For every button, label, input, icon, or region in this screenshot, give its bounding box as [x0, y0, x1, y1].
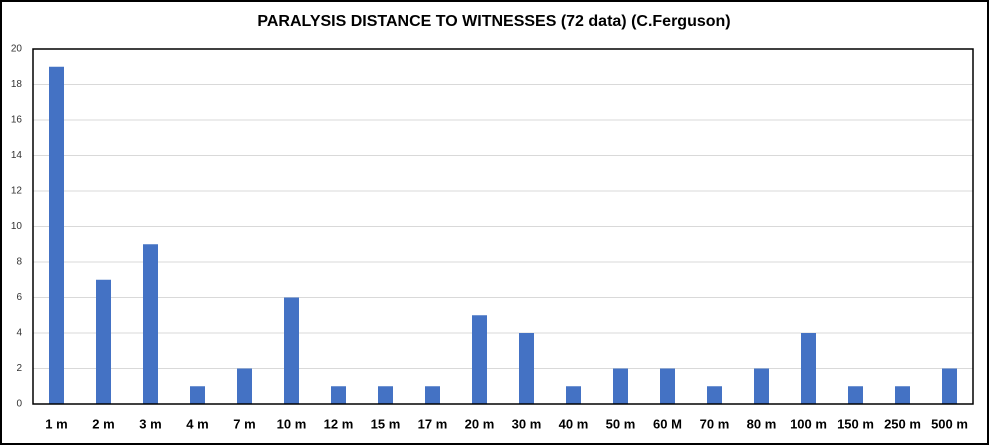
bar	[472, 315, 487, 404]
x-tick-label: 12 m	[324, 416, 354, 431]
bar	[848, 386, 863, 404]
x-tick-label: 60 M	[653, 416, 682, 431]
bar	[801, 333, 816, 404]
bar	[284, 297, 299, 404]
x-tick-label: 250 m	[884, 416, 921, 431]
bar	[754, 368, 769, 404]
chart-title: PARALYSIS DISTANCE TO WITNESSES (72 data…	[257, 13, 730, 30]
y-tick-label: 0	[16, 399, 22, 410]
bar	[660, 368, 675, 404]
bar	[331, 386, 346, 404]
x-tick-label: 17 m	[418, 416, 448, 431]
bar	[378, 386, 393, 404]
y-tick-label: 6	[16, 292, 22, 303]
y-tick-label: 8	[16, 257, 22, 268]
x-tick-label: 3 m	[139, 416, 161, 431]
x-tick-label: 40 m	[559, 416, 589, 431]
x-tick-label: 4 m	[186, 416, 208, 431]
y-tick-label: 16	[11, 115, 23, 126]
bar	[237, 368, 252, 404]
x-tick-label: 20 m	[465, 416, 495, 431]
x-tick-label: 150 m	[837, 416, 874, 431]
bar	[519, 333, 534, 404]
y-tick-label: 20	[11, 44, 23, 55]
x-tick-label: 1 m	[45, 416, 67, 431]
bar	[49, 66, 64, 404]
y-tick-label: 14	[11, 150, 23, 161]
y-tick-label: 4	[16, 328, 22, 339]
x-tick-label: 2 m	[92, 416, 114, 431]
x-tick-label: 80 m	[747, 416, 777, 431]
x-tick-label: 500 m	[931, 416, 968, 431]
bar	[895, 386, 910, 404]
x-tick-label: 30 m	[512, 416, 542, 431]
x-tick-label: 7 m	[233, 416, 255, 431]
x-tick-label: 100 m	[790, 416, 827, 431]
bar	[566, 386, 581, 404]
bar	[707, 386, 722, 404]
bar	[190, 386, 205, 404]
bar	[143, 244, 158, 404]
x-tick-label: 10 m	[277, 416, 307, 431]
x-tick-label: 15 m	[371, 416, 401, 431]
y-tick-label: 12	[11, 186, 23, 197]
x-tick-label: 70 m	[700, 416, 730, 431]
bar	[613, 368, 628, 404]
x-tick-label: 50 m	[606, 416, 636, 431]
bar	[942, 368, 957, 404]
y-tick-label: 18	[11, 79, 23, 90]
bar	[425, 386, 440, 404]
y-tick-label: 10	[11, 221, 23, 232]
bar	[96, 279, 111, 404]
plot-border	[32, 48, 974, 405]
y-tick-label: 2	[16, 363, 22, 374]
